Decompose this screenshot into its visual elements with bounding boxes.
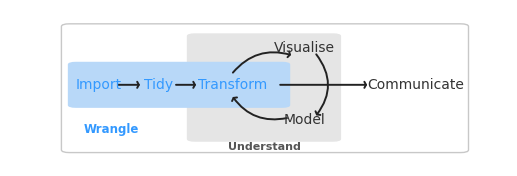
FancyBboxPatch shape <box>187 33 341 142</box>
Text: Wrangle: Wrangle <box>84 123 139 136</box>
FancyBboxPatch shape <box>68 62 290 108</box>
Text: Visualise: Visualise <box>273 41 334 55</box>
Text: Transform: Transform <box>199 78 267 92</box>
Text: Model: Model <box>283 113 325 127</box>
Text: Tidy: Tidy <box>144 78 173 92</box>
Text: Import: Import <box>75 78 121 92</box>
Text: Communicate: Communicate <box>367 78 464 92</box>
Text: Understand: Understand <box>227 142 300 152</box>
FancyBboxPatch shape <box>62 24 468 153</box>
